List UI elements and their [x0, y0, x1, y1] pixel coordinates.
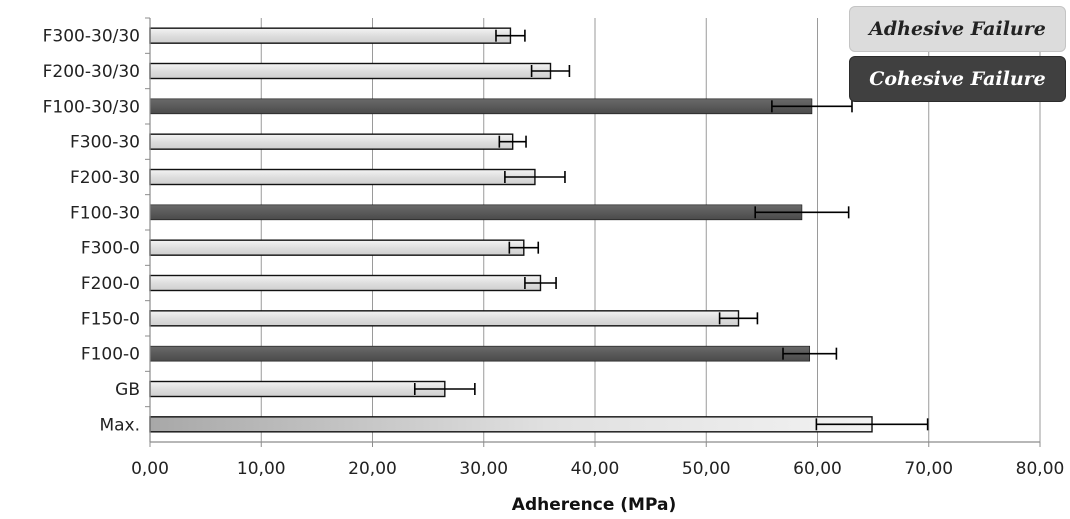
error-bars	[413, 29, 929, 431]
y-tick-label: GB	[115, 380, 140, 400]
y-tick-label: F300-30	[70, 133, 140, 153]
legend-cohesive-label: Cohesive Failure	[869, 68, 1046, 90]
x-tick-label: 70,00	[904, 459, 953, 479]
y-tick-label: F300-0	[81, 239, 140, 259]
x-tick-label: 80,00	[1016, 459, 1065, 479]
bar	[149, 133, 514, 150]
x-axis-title: Adherence (MPa)	[512, 495, 676, 515]
bar	[149, 204, 803, 221]
bars	[149, 27, 873, 433]
y-tick-label: F100-0	[81, 345, 140, 365]
legend-adhesive-label: Adhesive Failure	[869, 18, 1046, 40]
legend-adhesive-failure: Adhesive Failure	[849, 6, 1066, 52]
y-tick-label: Max.	[99, 415, 140, 435]
bar	[149, 380, 446, 398]
axes	[145, 17, 1041, 447]
bar	[149, 62, 552, 80]
y-tick-label: F100-30	[70, 203, 140, 223]
x-tick-label: 0,00	[131, 459, 169, 479]
y-tick-label: F150-0	[81, 309, 140, 329]
x-tick-label: 40,00	[571, 459, 620, 479]
bar	[149, 239, 525, 256]
x-tick-label: 20,00	[348, 459, 397, 479]
bar	[149, 416, 873, 433]
bar	[149, 310, 740, 327]
y-tick-label: F300-30/30	[43, 27, 140, 47]
legend-cohesive-failure: Cohesive Failure	[849, 56, 1066, 102]
x-tick-label: 10,00	[237, 459, 286, 479]
y-tick-label: F200-0	[81, 274, 140, 294]
y-tick-label: F200-30	[70, 168, 140, 188]
bar	[149, 27, 512, 44]
bar	[149, 168, 536, 186]
x-tick-label: 60,00	[793, 459, 842, 479]
bar	[149, 274, 542, 292]
y-tick-label: F200-30/30	[43, 62, 140, 82]
axis-labels: 0,00 10,00 20,00 30,00 40,00 50,00 60,00 70,00 8…	[43, 27, 1065, 479]
y-tick-label: F100-30/30	[43, 97, 140, 117]
bar	[149, 98, 813, 115]
x-tick-label: 30,00	[459, 459, 508, 479]
x-tick-label: 50,00	[682, 459, 731, 479]
bar	[149, 345, 811, 362]
